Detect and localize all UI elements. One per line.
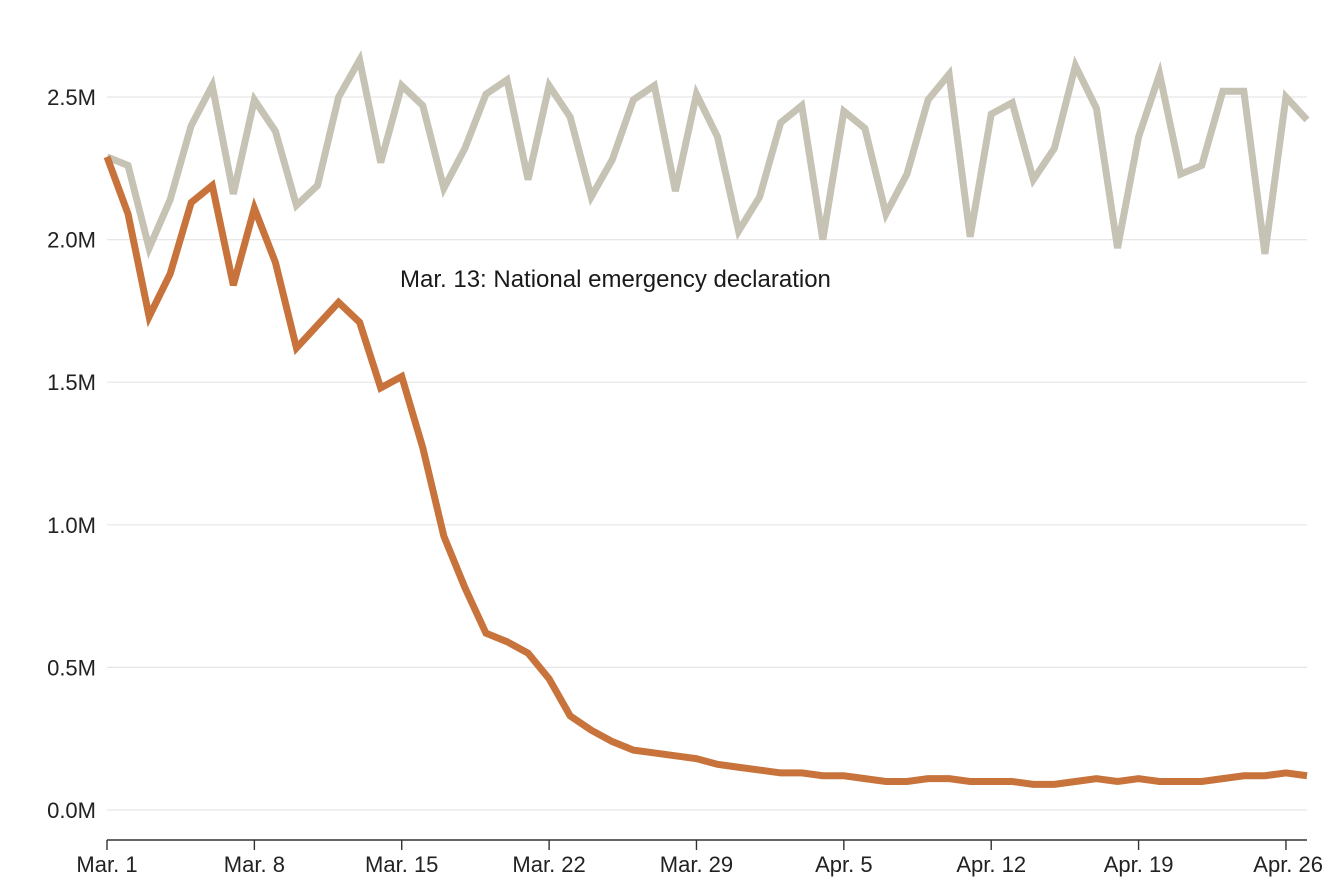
x-axis: Mar. 1 Mar. 8 Mar. 15 Mar. 22 Mar. 29 Apr. 5 A…	[76, 839, 1323, 877]
x-tick-label: Mar. 29	[660, 852, 733, 877]
x-tick-label: Mar. 15	[365, 852, 438, 877]
x-tick-label: Mar. 8	[224, 852, 285, 877]
y-tick-label: 1.0M	[47, 513, 96, 538]
y-tick-label: 2.0M	[47, 228, 96, 253]
series-line-orange	[103, 155, 1308, 788]
y-tick-label: 1.5M	[47, 370, 96, 395]
y-tick-label: 2.5M	[47, 85, 96, 110]
series-layer	[103, 50, 1310, 788]
grid-layer: 0.0M 0.5M 1.0M 1.5M 2.0M 2.5M	[47, 85, 1307, 823]
x-tick-label: Mar. 1	[76, 852, 137, 877]
x-tick-label: Apr. 12	[956, 852, 1026, 877]
x-tick-label: Mar. 22	[512, 852, 585, 877]
x-tick-label: Apr. 5	[815, 852, 872, 877]
annotation-label: Mar. 13: National emergency declaration	[400, 266, 831, 293]
series-line-gray	[105, 50, 1310, 259]
y-tick-label: 0.5M	[47, 655, 96, 680]
x-tick-label: Apr. 19	[1104, 852, 1174, 877]
x-tick-label: Apr. 26	[1253, 852, 1323, 877]
y-tick-label: 0.0M	[47, 798, 96, 823]
